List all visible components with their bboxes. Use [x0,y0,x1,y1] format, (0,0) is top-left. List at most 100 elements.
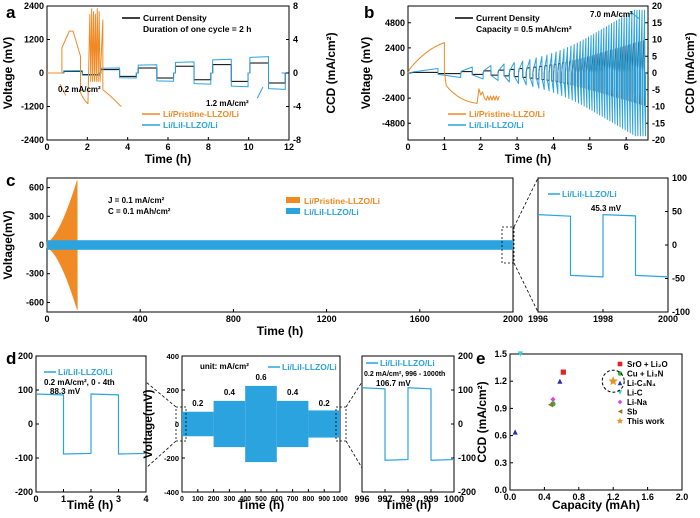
chart-a-annotation-1.2: 1.2 mA/cm² [206,99,249,108]
chart-b-y2tick-label: 5 [652,51,657,61]
chart-e-ytick-label: 1.5 [494,349,507,359]
chart-d-middle-band-2 [245,385,277,463]
chart-c-inset-xtick-label: 1996 [528,314,548,324]
chart-c-legend-pristine: Li/Pristine-LLZO/Li [304,196,380,206]
chart-a: 0 2 4 6 8 10 12 -2400 -1200 0 1200 2400 -8 -4 0 4 8 Curr… [1,1,338,166]
chart-a-arrow-0.2 [59,83,67,96]
chart-b-y2tick-label: -10 [652,102,665,112]
chart-d-right-xtick-label: 996 [354,494,369,504]
chart-e-legend-marker-5 [617,409,623,414]
chart-b-annotation-7.0: 7.0 mA/cm² [590,10,633,19]
chart-d-middle-unit: unit: mA/cm² [200,362,249,371]
chart-a-series-lii [47,56,286,90]
chart-e-xlabel: Capacity (mAh) [552,498,640,512]
chart-d-right-annotation-1: 106.7 mV [376,379,411,388]
chart-d-left-xtick-label: 0 [33,494,38,504]
chart-d-middle-xtick-label: 900 [318,496,330,503]
chart-d-left-xtick-label: 3 [116,494,121,504]
chart-e-point-4 [550,396,556,402]
chart-d-zoom-box-right [335,406,347,442]
chart-d-left-ytick-label: -200 [15,487,33,497]
chart-a-y2label: CCD (mA/cm²) [324,32,338,113]
chart-a-ylabel: Voltage (mV) [1,37,15,109]
chart-c-ytick-label: -300 [26,269,44,279]
chart-b-xtick-label: 3 [515,142,520,152]
chart-b-xtick-label: 2 [478,142,483,152]
chart-d-middle-xtick-label: 700 [287,496,299,503]
chart-d-zoom-left-bottom [145,440,177,469]
chart-d-middle-band-0 [182,411,214,437]
chart-d-right-y2tick-label: -100 [458,453,476,463]
chart-d-middle-xtick-label: 400 [239,496,251,503]
chart-a-y2tick-label: -4 [293,102,301,112]
chart-e-legend-label-3: Li-C [627,389,643,398]
chart-e-legend-marker-1 [617,371,623,376]
chart-d-right-xtick-label: 998 [400,494,415,504]
chart-d-left-xtick-label: 4 [143,494,148,504]
chart-d-middle-xtick-label: 500 [255,496,267,503]
chart-c-ytick-label: 0 [39,240,44,250]
chart-a-legend-current: Current Density [143,13,207,23]
chart-b-legend-pristine: Li/Pristine-LLZO/Li [469,109,545,119]
chart-b-ylabel: Voltage (mV) [359,37,373,109]
chart-e-legend-label-2: Li-C₃N₄ [627,379,656,388]
chart-d-middle-step-label: 0.2 [319,399,331,408]
chart-c-zoom-box [501,226,515,264]
chart-d-zoom-right-bottom [345,440,363,469]
chart-c-xtick-label: 1200 [317,314,337,324]
chart-a-legend-pristine: Li/Pristine-LLZO/Li [163,109,239,119]
chart-c-xtick-label: 2000 [503,314,523,324]
chart-e-point-6 [608,376,618,386]
chart-b-y2tick-label: -15 [652,118,665,128]
chart-d-middle-xtick-label: 200 [208,496,220,503]
chart-d-middle-band-1 [213,400,246,448]
chart-d-left-ytick-label: 200 [18,351,33,361]
chart-e-legend-label-5: Sb [627,408,637,417]
chart-a-y2tick-label: 4 [293,35,298,45]
chart-b-y2tick-label: -5 [652,85,660,95]
chart-e-ylabel: CCD (mA/cm²) [475,381,489,462]
chart-c-ytick-label: -600 [26,297,44,307]
chart-e-point-3 [517,351,523,357]
chart-c-inset-y2tick-label: -100 [672,307,690,317]
chart-c: 0 400 800 1200 1600 2000 -600 -300 0 300 600 J = 0… [1,173,690,338]
chart-a-ytick-label: -1200 [21,102,44,112]
chart-e: 0.0 0.4 0.8 1.2 1.6 2.0 0.0 0.3 0.6 0.9 1.2 1.5 SrO… [475,349,688,512]
chart-e-xtick-label: 1.6 [641,492,654,502]
chart-a-arrow-1.2 [256,86,264,99]
chart-c-ytick-label: 300 [29,211,44,221]
chart-b-ytick-label: 4800 [385,18,405,28]
panel-label-c: c [6,171,15,190]
chart-b-y2tick-label: 15 [652,18,662,28]
chart-d-middle-band-3 [276,400,309,448]
chart-a-annotation-0.2: 0.2 mA/cm² [58,85,101,94]
chart-a-y2tick-label: 0 [293,68,298,78]
chart-c-legend-lii: Li/LiI-LLZO/Li [304,207,359,217]
chart-e-legend-label-6: This work [627,417,665,426]
chart-d-right-xtick-label: 999 [423,494,438,504]
chart-e-xtick-label: 1.2 [607,492,620,502]
chart-b-series-pristine [407,42,500,104]
chart-d-middle-ytick-label: 200 [166,386,179,395]
chart-e-ytick-label: 0.9 [494,403,507,413]
chart-c-zoom-line-top [513,177,539,228]
chart-e-xtick-label: 2.0 [676,492,689,502]
chart-b-legend-current: Current Density [476,13,540,23]
chart-e-xtick-label: 0.8 [573,492,586,502]
chart-a-ytick-label: 1200 [24,35,44,45]
chart-d-middle-legend: Li/LiI-LLZO/Li [282,362,337,372]
chart-d-middle-ylabel: Voltage(mV) [141,389,155,458]
chart-e-legend-label-4: Li-Na [627,398,648,407]
chart-a-ytick-label: 0 [39,68,44,78]
chart-b-legend-lii: Li/LiI-LLZO/Li [469,120,524,130]
chart-a-legend-lii: Li/LiI-LLZO/Li [163,120,218,130]
chart-d-left-xtick-label: 1 [61,494,66,504]
chart-d-left-ytick-label: 100 [18,385,33,395]
chart-c-annotation-c: C = 0.1 mAh/cm² [108,207,171,216]
chart-a-xtick-label: 12 [284,142,294,152]
chart-b-xtick-label: 4 [551,142,556,152]
chart-d-left-xtick-label: 2 [88,494,93,504]
chart-e-legend-marker-4 [617,399,623,405]
chart-d-middle-step-label: 0.4 [287,388,299,397]
chart-b-xtick-label: 5 [587,142,592,152]
